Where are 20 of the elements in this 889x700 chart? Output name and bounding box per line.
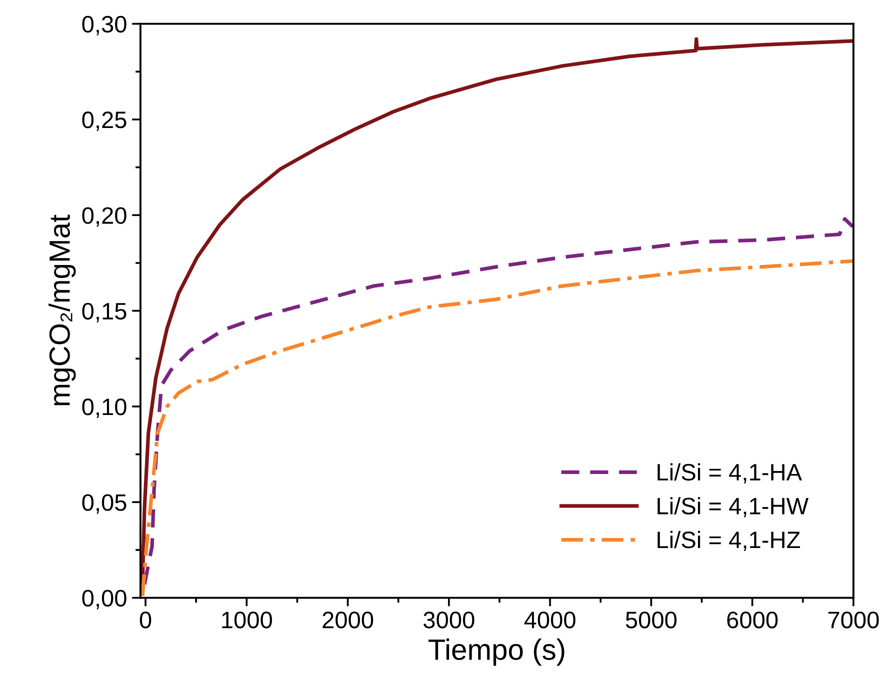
- legend-label: Li/Si = 4,1-HW: [658, 497, 808, 518]
- x-tick-label: 5000: [626, 612, 677, 628]
- y-tick-label: 0,10: [82, 398, 126, 418]
- y-tick-label: 0,05: [82, 494, 126, 514]
- x-tick-label: 3000: [424, 612, 474, 628]
- x-tick-label: 2000: [322, 612, 374, 628]
- x-tick-label: 6000: [727, 612, 778, 628]
- x-tick-label: 4000: [524, 612, 576, 628]
- y-tick-label: 0,30: [82, 16, 126, 36]
- x-tick-label: 7000: [828, 612, 879, 628]
- y-tick-label: 0,15: [82, 302, 126, 322]
- y-axis-title: mgCO₂/mgMat: [48, 214, 76, 406]
- legend-label: Li/Si = 4,1-HZ: [658, 530, 800, 552]
- y-tick-label: 0,00: [82, 590, 126, 610]
- x-tick-label: 1000: [222, 612, 272, 628]
- x-tick-label: 0: [140, 612, 152, 628]
- x-axis-title: Tiempo (s): [428, 638, 564, 666]
- legend-label: Li/Si = 4,1-HA: [658, 463, 802, 484]
- y-tick-label: 0,20: [82, 207, 126, 227]
- y-tick-label: 0,25: [82, 112, 126, 132]
